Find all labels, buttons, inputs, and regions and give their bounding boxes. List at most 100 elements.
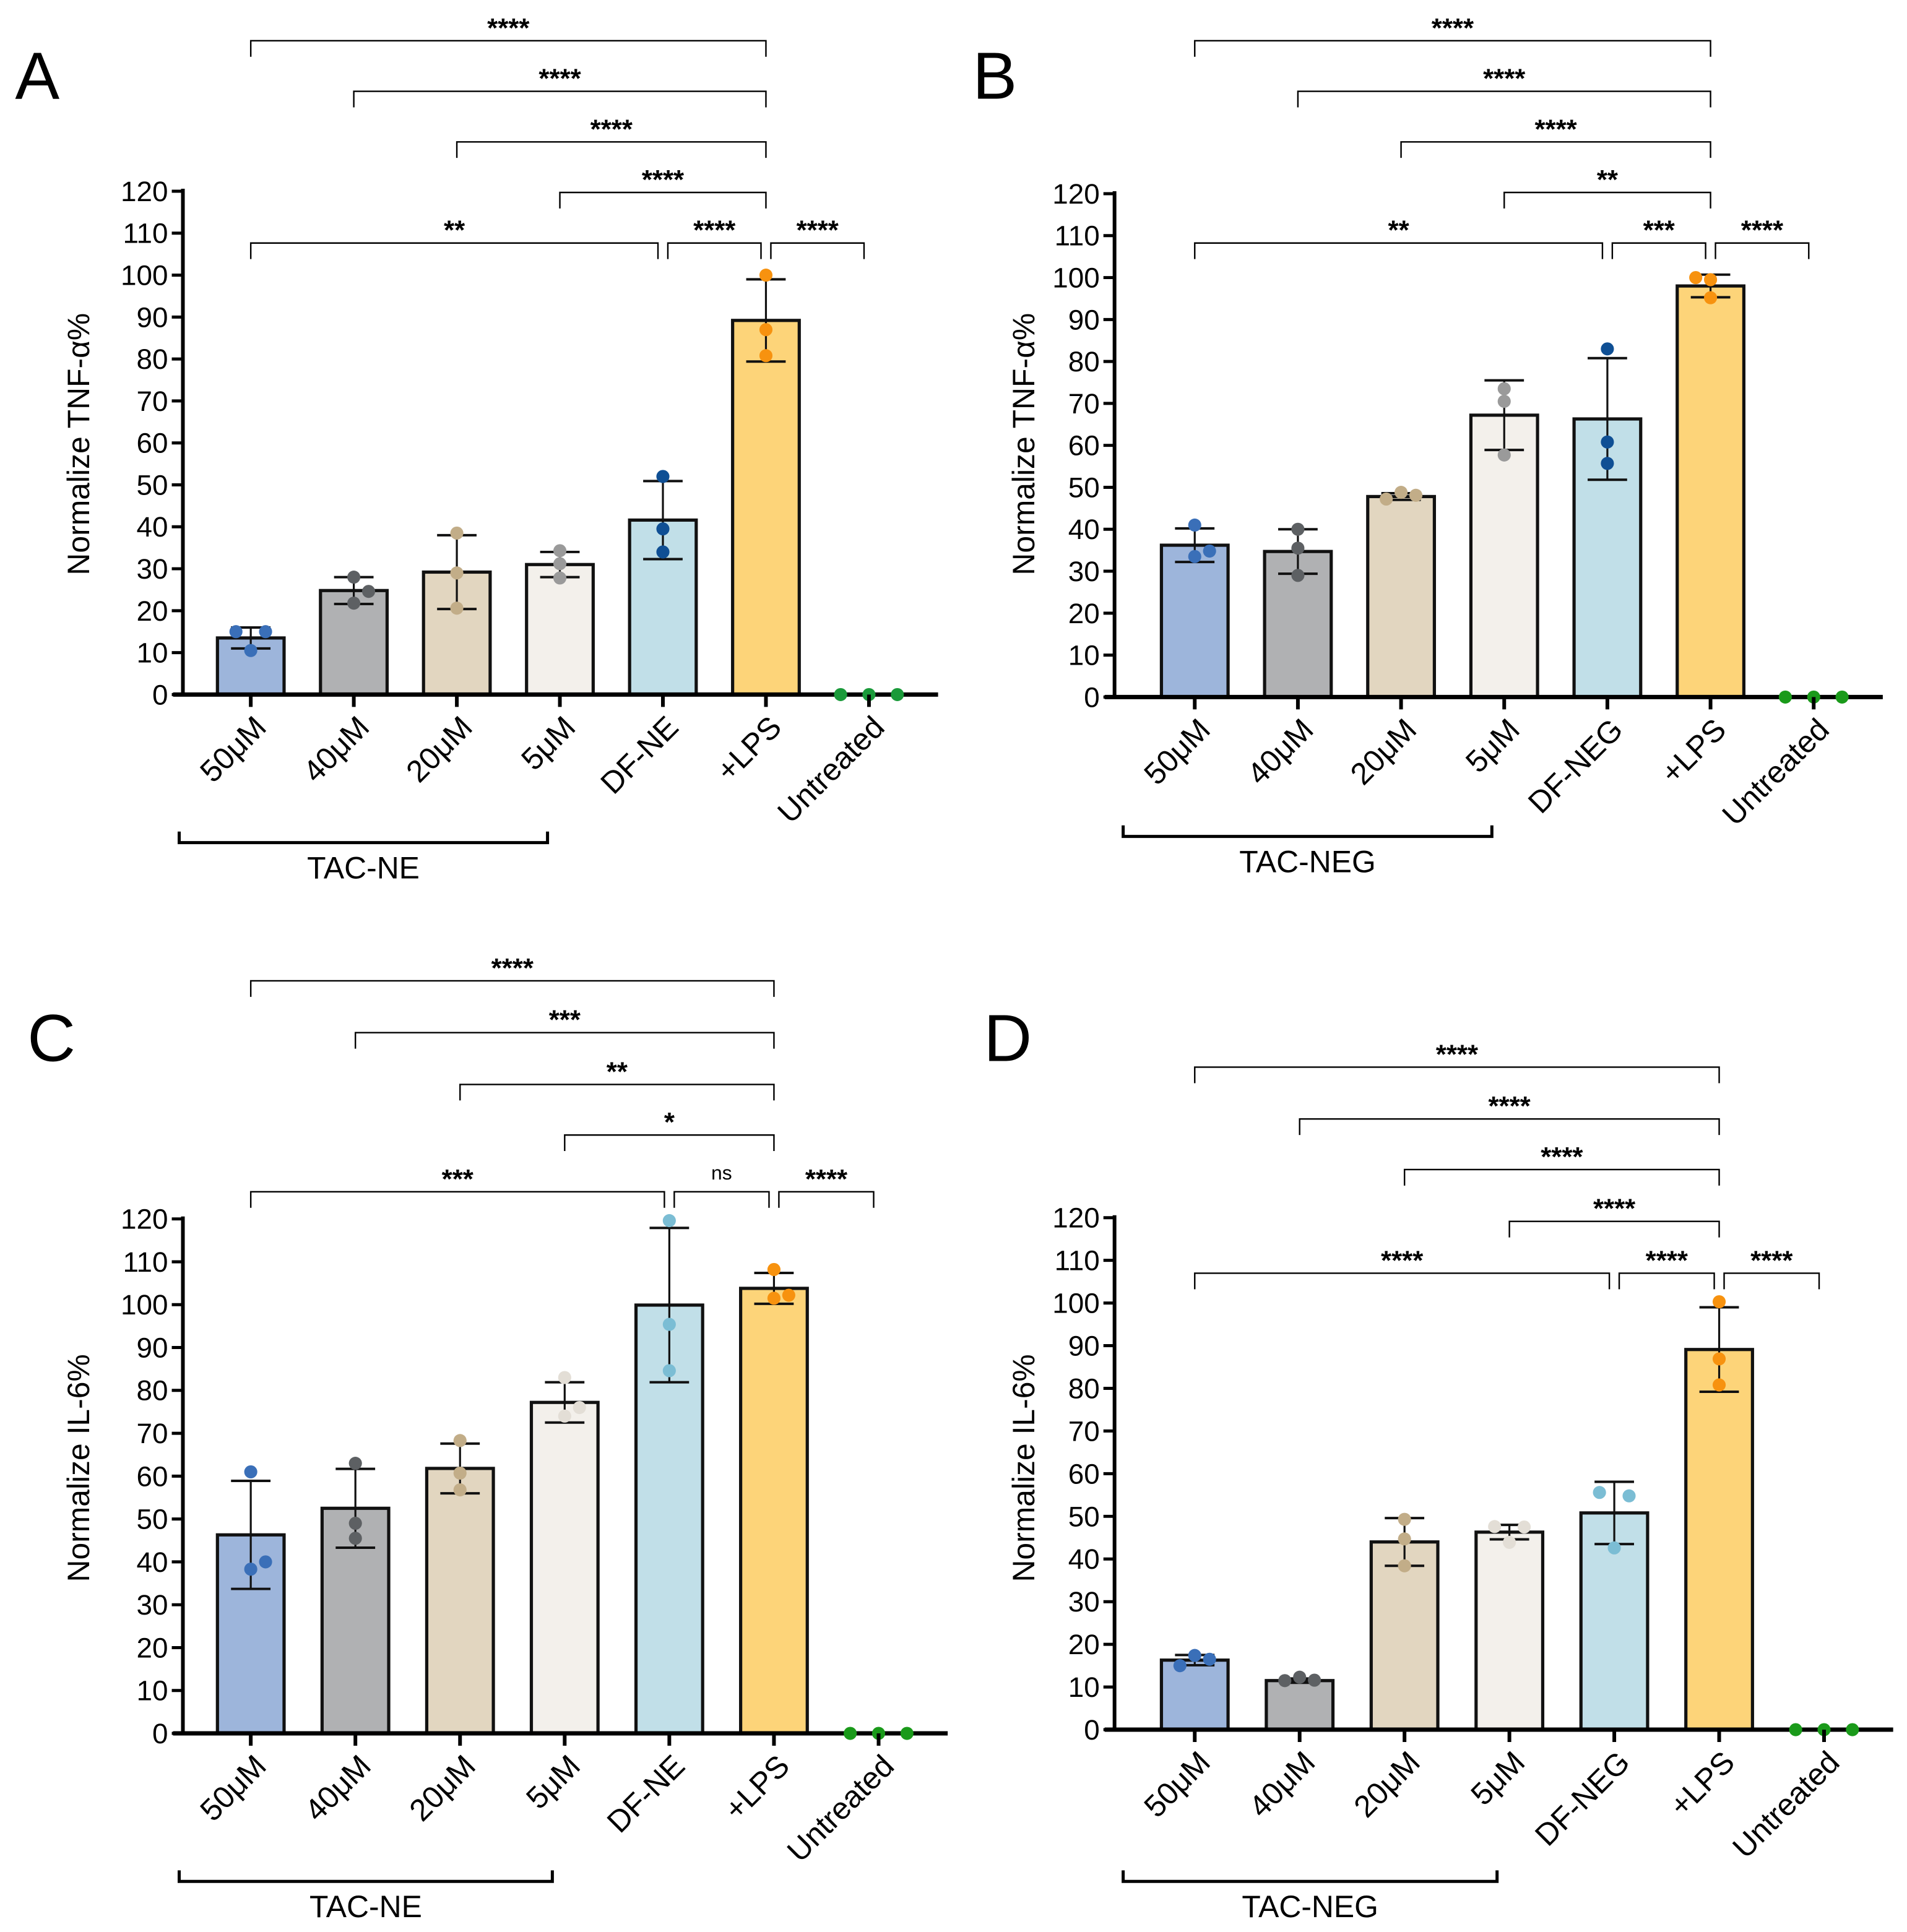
data-point-4 xyxy=(656,470,670,483)
data-point-0 xyxy=(1188,518,1201,532)
y-tick-label: 60 xyxy=(137,1460,168,1492)
x-tick-label: 40μM xyxy=(296,709,376,788)
x-tick-label: 5μM xyxy=(1459,712,1526,779)
significance-bracket xyxy=(1299,1118,1720,1136)
data-point-1 xyxy=(347,597,361,610)
group-label: TAC-NE xyxy=(309,1889,422,1924)
y-tick-label: 70 xyxy=(1068,387,1100,420)
y-tick-label: 120 xyxy=(121,1203,168,1235)
data-point-6 xyxy=(834,688,847,701)
y-tick-label: 120 xyxy=(1052,178,1100,210)
panel-c: C Normalize IL-6% 0 10 20 30 40 50 60 70 80 90 100 11… xyxy=(27,953,948,1924)
y-tick-label: 70 xyxy=(1068,1415,1100,1447)
y-tick-label: 80 xyxy=(137,1374,168,1407)
group-bracket xyxy=(1122,825,1494,839)
data-point-2 xyxy=(450,526,464,540)
x-tick-label: +LPS xyxy=(709,709,788,788)
significance-bracket xyxy=(1194,1066,1720,1084)
data-point-6 xyxy=(1778,690,1792,704)
data-point-2 xyxy=(1398,1532,1411,1546)
data-point-1 xyxy=(1291,522,1305,536)
data-point-0 xyxy=(244,1563,257,1576)
data-point-6 xyxy=(900,1727,914,1740)
significance-bracket xyxy=(1508,1220,1720,1238)
y-tick-label: 100 xyxy=(121,1288,168,1321)
y-tick-label: 100 xyxy=(1052,1287,1100,1319)
y-tick-label: 20 xyxy=(137,595,168,627)
bar-3 xyxy=(525,563,595,696)
bar-0 xyxy=(1159,543,1230,699)
data-point-3 xyxy=(558,1371,571,1384)
significance-bracket xyxy=(249,242,659,259)
group-label: TAC-NE xyxy=(307,850,420,885)
data-point-0 xyxy=(244,1465,257,1478)
panel-b: B Normalize TNF-α% 0 10 20 30 40 50 60 70 80 90 100 1… xyxy=(972,13,1883,879)
significance-label: **** xyxy=(491,953,534,983)
significance-label: * xyxy=(664,1107,675,1137)
data-point-1 xyxy=(347,571,361,584)
y-tick-label: 110 xyxy=(123,217,168,249)
significance-label: **** xyxy=(487,13,530,43)
significance-label: **** xyxy=(1381,1245,1424,1275)
significance-bracket xyxy=(456,141,767,158)
x-tick-label: 50μM xyxy=(1137,1744,1216,1824)
significance-bracket xyxy=(353,90,767,108)
significance-label: **** xyxy=(590,114,633,144)
y-tick-label: 10 xyxy=(137,637,168,669)
x-tick-label: DF-NE xyxy=(600,1748,691,1839)
significance-bracket xyxy=(249,40,767,57)
x-tick-label: Untreated xyxy=(1716,712,1836,832)
y-tick-label: 90 xyxy=(137,1331,168,1363)
significance-bracket xyxy=(667,242,762,259)
significance-bracket xyxy=(559,191,767,209)
data-point-4 xyxy=(656,522,670,536)
y-axis-label: Normalize IL-6% xyxy=(1006,1354,1041,1582)
data-point-1 xyxy=(348,1516,362,1530)
y-tick-label: 30 xyxy=(137,553,168,585)
y-tick-label: 100 xyxy=(121,259,168,291)
data-point-4 xyxy=(662,1364,676,1378)
significance-label: **** xyxy=(1436,1039,1479,1069)
bar-2 xyxy=(425,1467,495,1735)
significance-label: **** xyxy=(1646,1245,1689,1275)
significance-bracket xyxy=(249,980,775,997)
bar-3 xyxy=(1469,413,1539,699)
x-tick-label: Untreated xyxy=(781,1748,901,1868)
bar-5 xyxy=(1684,1348,1754,1731)
data-point-5 xyxy=(767,1262,781,1277)
data-point-4 xyxy=(1622,1489,1636,1503)
data-point-6 xyxy=(1835,690,1849,704)
significance-label: **** xyxy=(805,1164,848,1194)
significance-bracket xyxy=(1297,90,1711,108)
significance-label: *** xyxy=(549,1005,581,1035)
y-tick-label: 110 xyxy=(123,1246,168,1278)
x-tick-label: DF-NEG xyxy=(1528,1744,1637,1853)
significance-label: *** xyxy=(1643,215,1676,246)
data-point-5 xyxy=(759,323,773,337)
data-point-0 xyxy=(259,625,272,639)
group-label: TAC-NEG xyxy=(1242,1889,1378,1924)
bar-0 xyxy=(1159,1658,1230,1731)
significance-bracket xyxy=(354,1032,775,1049)
group-bracket xyxy=(178,831,550,845)
bar-2 xyxy=(1366,494,1437,699)
significance-label: ** xyxy=(444,215,465,246)
x-tick-label: DF-NEG xyxy=(1521,712,1630,820)
y-tick-label: 30 xyxy=(1068,555,1100,587)
data-point-4 xyxy=(662,1317,676,1331)
y-tick-label: 120 xyxy=(121,175,168,207)
y-tick-label: 40 xyxy=(137,511,168,543)
data-point-6 xyxy=(1846,1723,1859,1736)
data-point-6 xyxy=(1789,1723,1802,1736)
y-tick-label: 50 xyxy=(137,1503,168,1535)
significance-label: **** xyxy=(1541,1142,1583,1172)
significance-label: **** xyxy=(1488,1091,1531,1121)
data-point-5 xyxy=(759,269,773,282)
y-tick-label: 70 xyxy=(137,1417,168,1449)
significance-label: **** xyxy=(1432,13,1474,43)
data-point-1 xyxy=(1293,1670,1307,1684)
y-tick-label: 20 xyxy=(137,1631,168,1663)
y-tick-label: 60 xyxy=(1068,1457,1100,1490)
x-tick-label: 20μM xyxy=(1344,712,1423,791)
x-tick-label: 20μM xyxy=(1347,1744,1426,1824)
